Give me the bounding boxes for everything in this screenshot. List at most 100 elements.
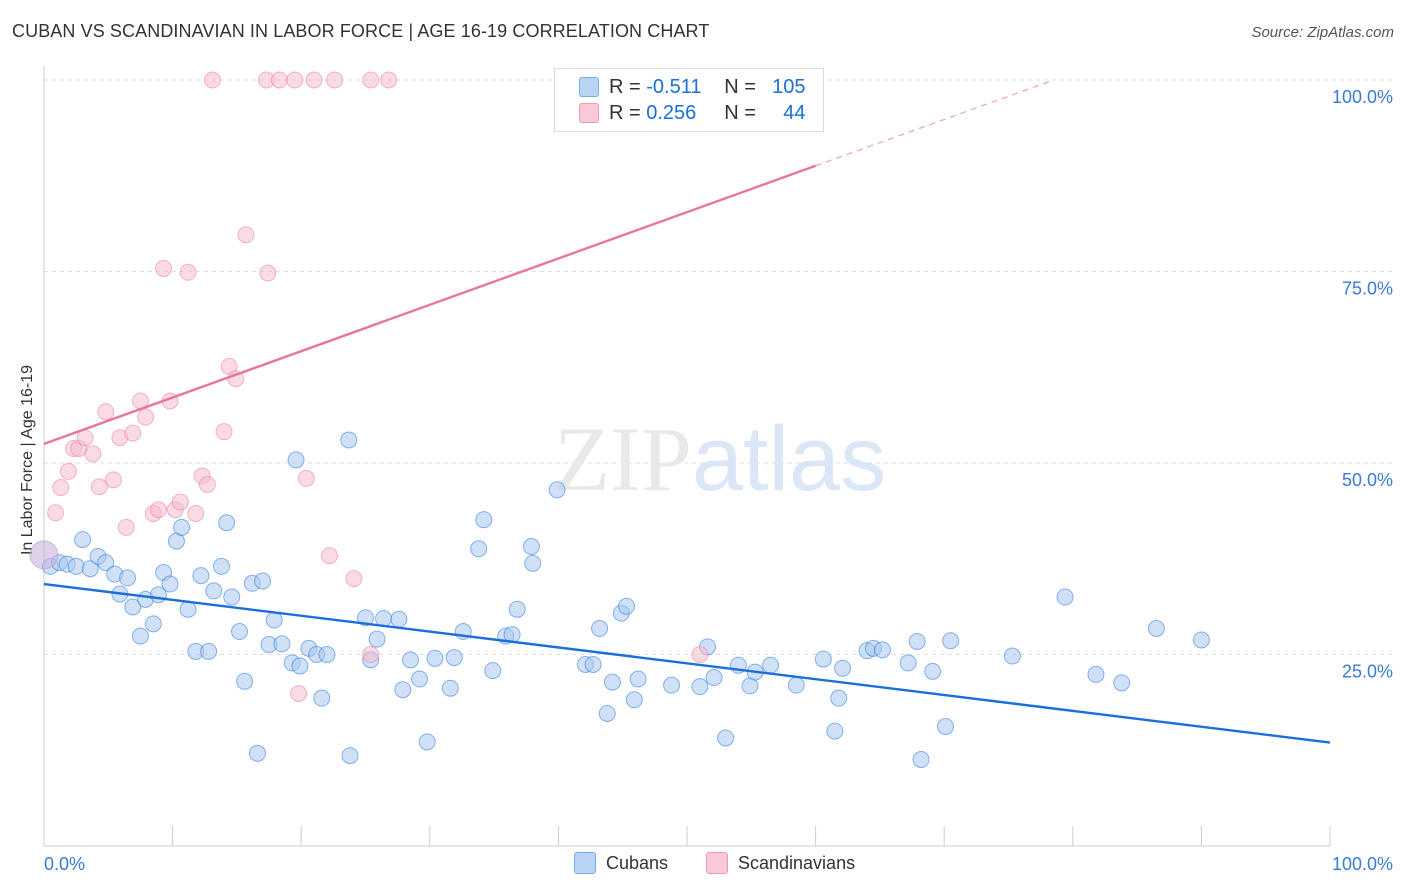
cubans-point	[1056, 588, 1074, 606]
cubans-point	[691, 678, 709, 696]
legend-n-value: 44	[783, 101, 806, 124]
cubans-point	[942, 632, 960, 650]
y-tick-label: 25.0%	[1342, 662, 1393, 682]
scandinavians-point	[203, 71, 221, 89]
cubans-point	[936, 718, 954, 736]
cubans-point	[254, 572, 272, 590]
cluster-point	[29, 540, 59, 570]
scandinavians-swatch	[579, 103, 599, 123]
cubans-point	[508, 600, 526, 618]
legend-r-value: -0.511	[646, 75, 702, 98]
legend-row-cubans: R = -0.511 N = 105	[579, 75, 806, 99]
scandinavians-point	[155, 259, 173, 277]
cubans-point	[341, 747, 359, 765]
y-tick-label: 75.0%	[1342, 279, 1393, 299]
scandinavians-legend-swatch	[706, 852, 728, 874]
legend-row-scandinavians: R = 0.256 N = 44	[579, 101, 806, 125]
cubans-swatch	[579, 77, 599, 97]
cubans-point	[426, 649, 444, 667]
legend-r-value: 0.256	[646, 101, 697, 124]
cubans-point	[218, 514, 236, 532]
cubans-point	[192, 567, 210, 585]
scandinavians-point	[117, 518, 135, 536]
scandinavians-legend-label: Scandinavians	[738, 852, 856, 873]
cubans-point	[81, 560, 99, 578]
cubans-point	[598, 704, 616, 722]
cubans-point	[522, 537, 540, 555]
scandinavians-point	[297, 469, 315, 487]
cubans-point	[1192, 631, 1210, 649]
cubans-point	[236, 672, 254, 690]
cubans-point	[705, 668, 723, 686]
scandinavians-point	[84, 445, 102, 463]
cubans-trend-line	[43, 582, 1331, 744]
cubans-point	[1147, 619, 1165, 637]
scandinavians-point	[380, 71, 398, 89]
cubans-point	[287, 451, 305, 469]
cubans-point	[591, 619, 609, 637]
bottom-legend-scandinavians: Scandinavians	[706, 852, 855, 874]
cubans-point	[629, 670, 647, 688]
scandinavians-point	[362, 71, 380, 89]
cubans-point	[97, 554, 115, 572]
scandinavians-point	[286, 71, 304, 89]
scandinavians-point	[97, 403, 115, 421]
scandinavians-point	[691, 646, 709, 663]
scandinavians-point	[90, 478, 108, 496]
cubans-point	[291, 657, 309, 675]
scandinavians-point	[345, 570, 363, 588]
cubans-point	[394, 681, 412, 699]
cubans-point	[899, 654, 917, 672]
scandinavians-point	[362, 646, 380, 663]
cubans-point	[357, 609, 374, 627]
scandinavians-point	[320, 547, 338, 565]
scandinavians-point	[326, 71, 344, 89]
cubans-point	[340, 431, 358, 449]
cubans-point	[179, 600, 197, 618]
scandinavians-point	[259, 264, 277, 282]
cubans-point	[618, 597, 636, 615]
cubans-point	[318, 646, 336, 663]
scandinavians-point	[52, 479, 70, 497]
scandinavians-point	[270, 71, 288, 89]
cubans-point	[762, 656, 780, 674]
scandinavians-trend-line	[43, 164, 817, 445]
cubans-point	[1003, 647, 1021, 665]
cubans-point	[603, 673, 621, 691]
cubans-point	[161, 575, 179, 593]
cubans-point	[418, 733, 436, 751]
cubans-point	[144, 615, 162, 633]
cubans-point	[131, 627, 149, 645]
cubans-point	[924, 662, 942, 680]
cubans-point	[873, 641, 891, 659]
scandinavians-trend-extension	[815, 79, 1054, 167]
cubans-point	[908, 632, 926, 650]
legend-n-label: N =	[724, 75, 762, 98]
cubans-point	[173, 518, 191, 536]
cubans-point	[119, 569, 137, 587]
cubans-point	[248, 744, 266, 762]
watermark: ZIPatlas	[554, 408, 886, 510]
scandinavians-point	[179, 263, 197, 281]
cubans-point	[205, 582, 223, 600]
cubans-point	[826, 722, 844, 740]
cubans-legend-label: Cubans	[606, 852, 669, 873]
scandinavians-point	[215, 423, 233, 441]
cubans-point	[441, 679, 459, 697]
cubans-point	[368, 630, 386, 648]
cubans-point	[584, 655, 602, 673]
cubans-point	[273, 635, 291, 653]
legend-r-label: R =	[609, 75, 647, 98]
cubans-point	[124, 598, 142, 616]
cubans-point	[834, 659, 852, 677]
scandinavians-point	[137, 408, 155, 426]
cubans-point	[830, 689, 848, 707]
y-tick-label: 50.0%	[1342, 470, 1393, 490]
scandinavians-point	[187, 505, 205, 523]
cubans-point	[74, 531, 92, 549]
scandinavians-point	[47, 504, 65, 522]
cubans-point	[265, 611, 283, 629]
cubans-point	[663, 676, 681, 694]
watermark-zip: ZIP	[554, 408, 692, 510]
